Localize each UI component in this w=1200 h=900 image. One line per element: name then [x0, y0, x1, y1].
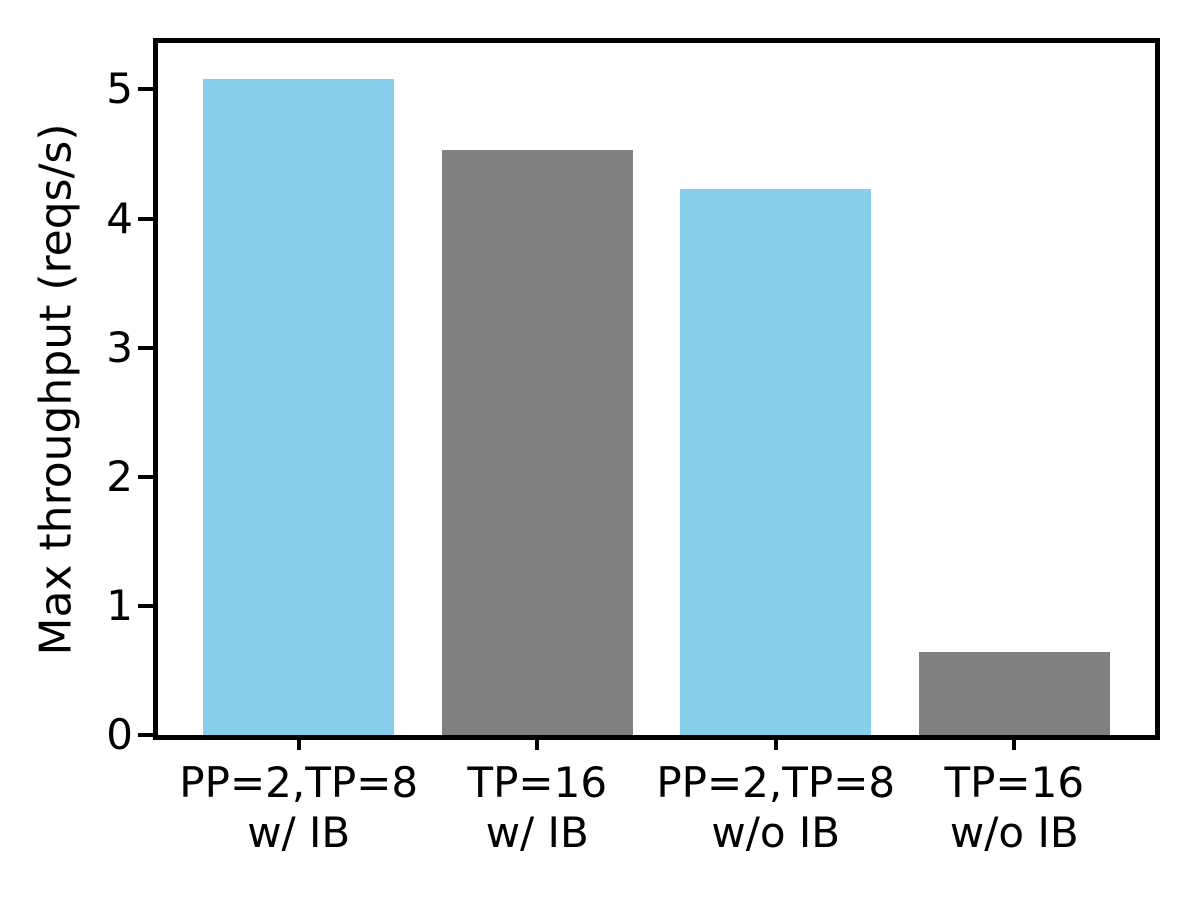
x-tick-label-line1: TP=16 — [944, 758, 1085, 807]
bar-tp16-w-ib — [441, 150, 633, 735]
x-tick-mark-tp16-wo-ib — [1012, 737, 1017, 750]
y-tick-label-2: 2 — [106, 451, 133, 501]
x-tick-mark-pp2-tp8-wo-ib — [773, 737, 778, 750]
y-tick-label-1: 1 — [106, 580, 133, 630]
x-tick-label-line2: w/o IB — [711, 808, 841, 857]
x-tick-label-tp16-wo-ib: TP=16 w/o IB — [834, 758, 1194, 858]
y-tick-mark-2 — [138, 474, 153, 479]
y-axis-label-box: Max throughput (reqs/s) — [8, 43, 104, 735]
x-tick-label-tp16-w-ib: TP=16 w/ IB — [357, 758, 717, 858]
bar-pp2-tp8-wo-ib — [680, 188, 872, 735]
x-tick-mark-tp16-w-ib — [535, 737, 540, 750]
y-tick-mark-4 — [138, 216, 153, 221]
axes-spines — [153, 38, 1160, 740]
x-tick-label-line2: w/ IB — [247, 808, 351, 857]
bar-pp2-tp8-w-ib — [203, 79, 395, 735]
y-tick-mark-5 — [138, 87, 153, 92]
y-tick-label-3: 3 — [106, 322, 133, 372]
y-tick-mark-1 — [138, 603, 153, 608]
x-tick-mark-pp2-tp8-w-ib — [296, 737, 301, 750]
y-tick-mark-0 — [138, 733, 153, 737]
plot-area — [158, 43, 1155, 735]
y-tick-label-0: 0 — [106, 710, 133, 759]
x-tick-label-line1: PP=2,TP=8 — [179, 758, 419, 807]
y-tick-label-5: 5 — [106, 64, 133, 114]
x-tick-label-line2: w/o IB — [949, 808, 1079, 857]
x-tick-label-pp2-tp8-w-ib: PP=2,TP=8 w/ IB — [119, 758, 479, 858]
x-tick-label-line1: TP=16 — [467, 758, 608, 807]
x-tick-label-line2: w/ IB — [485, 808, 589, 857]
y-axis-label: Max throughput (reqs/s) — [30, 122, 82, 656]
y-tick-label-4: 4 — [106, 193, 133, 243]
x-tick-label-line1: PP=2,TP=8 — [656, 758, 896, 807]
bar-tp16-wo-ib — [918, 652, 1110, 735]
y-tick-mark-3 — [138, 345, 153, 350]
x-tick-label-pp2-tp8-wo-ib: PP=2,TP=8 w/o IB — [596, 758, 956, 858]
